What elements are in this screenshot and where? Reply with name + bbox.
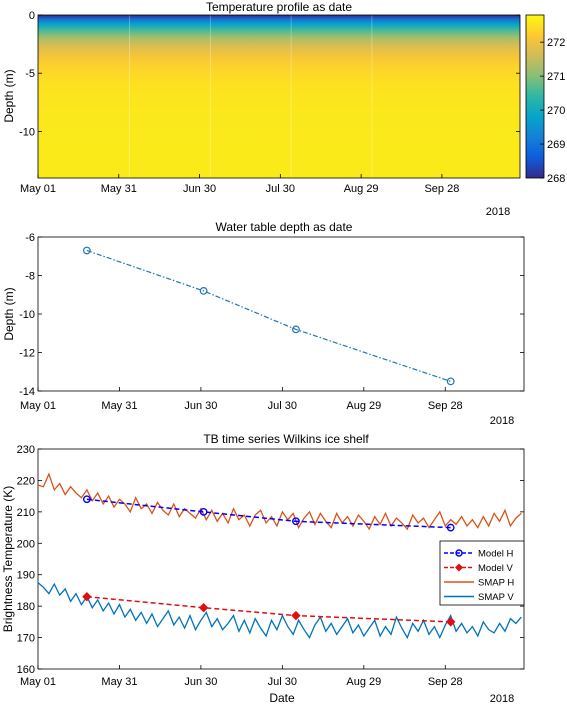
- tb-y-tick-label: 170: [17, 633, 35, 645]
- water-table-x-tick-label: Jul 30: [268, 400, 297, 412]
- water-table-plot-frame: [37, 236, 525, 392]
- tb-y-tick-label: 220: [17, 475, 35, 487]
- temperature-column: [38, 15, 131, 178]
- temperature-y-tick-label: 0: [29, 10, 35, 22]
- water-table-x-tick-label: Aug 29: [346, 400, 381, 412]
- tb-y-tick-label: 180: [17, 601, 35, 613]
- tb-y-tick-label: 190: [17, 570, 35, 582]
- temperature-profile-title: Temperature profile as date: [206, 0, 352, 14]
- model-v-line: [86, 595, 451, 623]
- legend-smap-v-label: SMAP V: [478, 592, 514, 603]
- model-h-marker: [292, 517, 300, 526]
- tb-x-label: Date: [269, 691, 295, 704]
- temperature-year-label: 2018: [486, 206, 510, 218]
- water-table-y-tick-label: -8: [25, 271, 35, 283]
- water-table-y-tick-label: -10: [19, 309, 35, 321]
- tb-x-tick-label: Jun 30: [184, 676, 217, 688]
- temperature-x-tick-label: Jul 30: [266, 183, 295, 195]
- smap-v-line: [38, 582, 522, 640]
- water-table-x-tick-label: Sep 28: [428, 400, 463, 412]
- temperature-column: [291, 15, 373, 178]
- colorbar-gradient: [525, 14, 545, 179]
- tb-x-tick-label: Jul 30: [268, 676, 297, 688]
- tb-y-label: Brightness Temperature (K): [1, 486, 15, 633]
- model-v-marker: [445, 617, 456, 627]
- temperature-column: [371, 15, 520, 178]
- water-table-x-tick-label: May 31: [101, 400, 137, 412]
- model-v-marker: [82, 592, 92, 602]
- temperature-y-tick-label: -10: [19, 126, 35, 138]
- temperature-x-tick-label: Aug 29: [344, 183, 379, 195]
- tb-x-tick-label: Sep 28: [428, 676, 463, 688]
- water-table-point: [199, 287, 208, 295]
- temperature-x-tick-label: Sep 28: [424, 183, 459, 195]
- temperature-y-label: Depth (m): [2, 69, 16, 122]
- temperature-x-tick-label: May 31: [101, 183, 137, 195]
- temperature-plot-frame: [37, 14, 521, 179]
- temperature-x-tick-label: May 01: [20, 183, 56, 195]
- tb-legend-box: [439, 540, 525, 606]
- tb-y-tick-label: 210: [17, 507, 35, 519]
- tb-y-tick-label: 230: [17, 444, 35, 456]
- temperature-column: [129, 15, 211, 178]
- temperature-y-axis: 0 -5 -10: [19, 10, 520, 138]
- tb-x-axis: May 01 May 31 Jun 30 Jul 30 Aug 29 Sep 28: [20, 665, 463, 688]
- colorbar: 268 269 270 271 272: [525, 14, 565, 185]
- model-h-marker: [446, 523, 455, 532]
- temperature-x-tick-label: Jun 30: [183, 183, 216, 195]
- tb-x-tick-label: Aug 29: [346, 676, 381, 688]
- model-h-marker: [199, 507, 208, 516]
- model-v-marker: [198, 603, 209, 613]
- water-table-y-tick-label: -12: [19, 348, 35, 360]
- model-v-marker: [291, 610, 301, 621]
- model-h-line: [86, 498, 451, 529]
- temperature-profile-panel: Temperature profile as date 0 -5 -10 May 0…: [2, 0, 565, 218]
- temperature-x-axis: May 01 May 31 Jun 30 Jul 30 Aug 29 Sep 28: [20, 174, 459, 195]
- tb-y-tick-label: 200: [17, 538, 35, 550]
- tb-title: TB time series Wilkins ice shelf: [203, 432, 369, 446]
- legend-model-v-label: Model V: [478, 563, 514, 574]
- water-table-y-tick-label: -6: [25, 232, 35, 244]
- legend-model-h-marker: [455, 549, 463, 557]
- tb-legend: Model H Model V SMAP H SMAP V: [439, 540, 525, 606]
- heatmap-area: [38, 15, 520, 178]
- water-table-panel: Water table depth as date -6-8-10-12-14 …: [2, 220, 525, 427]
- temperature-column: [210, 15, 292, 178]
- colorbar-tick-label: 269: [547, 139, 565, 151]
- model-h-marker: [82, 495, 91, 504]
- water-table-series: [82, 246, 455, 386]
- tb-y-axis: 160 170 180 190 200 210 220 230: [17, 444, 524, 676]
- water-table-point: [446, 377, 455, 386]
- water-table-x-tick-label: May 01: [20, 400, 56, 412]
- colorbar-tick-label: 270: [547, 105, 565, 117]
- colorbar-tick-label: 272: [547, 37, 565, 49]
- legend-model-h-label: Model H: [478, 549, 514, 560]
- water-table-y-axis: -6 -8 -10 -12 -14: [19, 232, 524, 398]
- water-table-y-tick-label: -14: [19, 386, 35, 398]
- water-table-year-label: 2018: [490, 415, 514, 427]
- tb-time-series-panel: TB time series Wilkins ice shelf 1601701…: [1, 432, 525, 704]
- colorbar-tick-label: 271: [547, 71, 565, 83]
- water-table-line: [86, 249, 451, 382]
- tb-series: [38, 472, 522, 640]
- smap-h-line: [38, 472, 522, 531]
- tb-x-tick-label: May 31: [101, 676, 137, 688]
- water-table-x-axis: May 01 May 31 Jun 30 Jul 30 Aug 29 Sep 28: [20, 387, 463, 412]
- water-table-point: [292, 325, 300, 334]
- legend-model-v-marker: [455, 563, 463, 572]
- water-table-x-tick-label: Jun 30: [184, 400, 217, 412]
- water-table-y-label: Depth (m): [2, 287, 16, 340]
- tb-year-label: 2018: [490, 693, 514, 704]
- tb-y-tick-label: 160: [17, 664, 35, 676]
- legend-smap-h-label: SMAP H: [478, 578, 514, 589]
- temperature-y-tick-label: -5: [25, 68, 35, 80]
- tb-x-tick-label: May 01: [20, 676, 56, 688]
- colorbar-ticks: 268 269 270 271 272: [540, 37, 565, 185]
- colorbar-tick-label: 268: [547, 173, 565, 185]
- water-table-point: [82, 246, 91, 255]
- water-table-title: Water table depth as date: [216, 220, 353, 234]
